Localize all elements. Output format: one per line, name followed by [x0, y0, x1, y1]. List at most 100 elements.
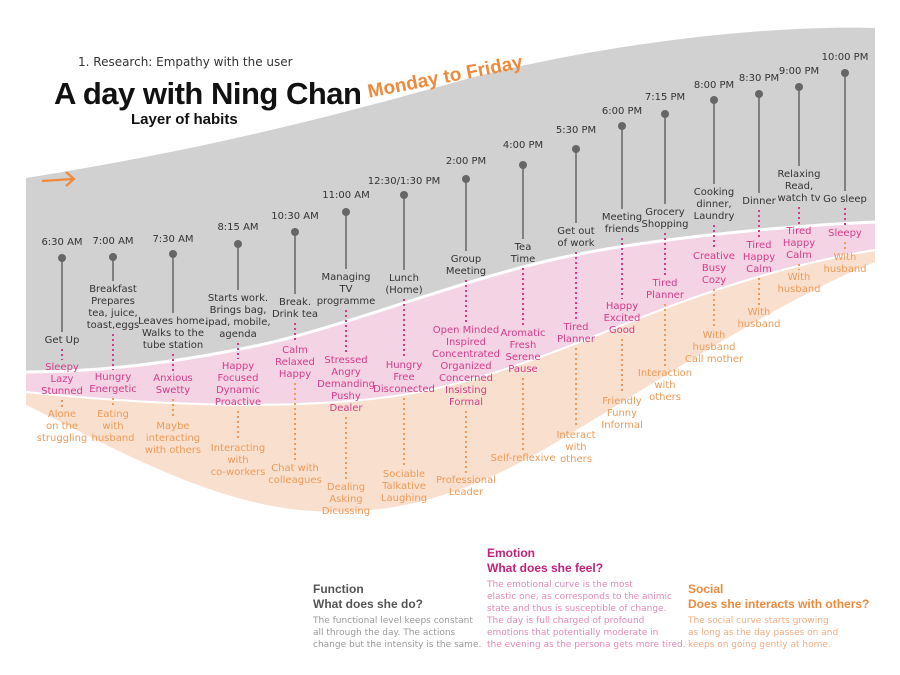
- event-emotion-line: Swetty: [155, 385, 191, 396]
- event-emotion-line: Anxious: [153, 373, 193, 384]
- event-function: Lunch (Home): [385, 273, 422, 297]
- event-function-line: Read,: [784, 181, 814, 192]
- legend-line: all through the day. The actions: [313, 628, 456, 638]
- event-function: Break. Drink tea: [272, 297, 318, 321]
- event-time: 8:00 PM: [693, 80, 735, 91]
- event-social: With husband Call mother: [685, 330, 743, 366]
- event-function-line: Walks to the: [142, 328, 204, 339]
- event-function-line: agenda: [219, 329, 257, 340]
- event-emotion-line: Organized: [440, 361, 492, 372]
- legend-line: elastic one, as corresponds to the animi…: [487, 592, 672, 602]
- event-social-line: Asking: [329, 494, 363, 505]
- event-emotion-line: Free: [393, 372, 415, 383]
- event-social-line: Funny: [606, 408, 638, 419]
- event-function: Get Up: [45, 335, 80, 347]
- event-social: Maybe interacting with others: [145, 421, 201, 457]
- event-emotion: Tired Happy Calm: [783, 226, 815, 262]
- legend-function-question: What does she do?: [313, 597, 424, 611]
- event-emotion-line: Formal: [448, 397, 484, 408]
- event-pin-dot: [234, 240, 242, 248]
- event-emotion-line: Insisting: [445, 385, 487, 396]
- event-emotion-line: Hungry: [94, 372, 132, 383]
- event-time: 12:30/1:30 PM: [367, 176, 441, 187]
- layer-subtitle: Layer of habits: [131, 111, 238, 128]
- legend-line: change but the intensity is the same.: [313, 640, 482, 650]
- event-social: With husband: [737, 307, 780, 331]
- event-emotion: Hungry Energetic: [89, 372, 136, 396]
- event-function-line: Brings bag,: [209, 305, 267, 316]
- event-function-line: Breakfast: [89, 284, 137, 295]
- legend-line: state and thus is susceptible of change.: [487, 604, 667, 614]
- event-social: Interact with others: [556, 430, 595, 466]
- event-function-line: Meeting: [445, 266, 487, 277]
- event-time: 10:30 AM: [271, 211, 319, 222]
- legend-function-body: The functional level keeps constant all …: [313, 615, 483, 651]
- event-emotion-line: Happy: [742, 252, 776, 263]
- event-emotion-line: Busy: [701, 263, 727, 274]
- legend-emotion: Emotion What does she feel? The emotiona…: [487, 546, 687, 651]
- event-function-line: Meeting: [601, 212, 643, 223]
- event-function: Tea Time: [511, 242, 535, 266]
- event-function-line: Time: [510, 254, 536, 265]
- event-function: Leaves home. Walks to the tube station: [138, 316, 208, 352]
- event-social-line: Interaction: [637, 368, 693, 379]
- event-social-line: Alone: [47, 409, 77, 420]
- function-emotion-divider: [25, 220, 876, 374]
- event-social-line: Self-reflexive: [490, 453, 556, 464]
- event-function-line: of work: [557, 238, 595, 249]
- event-emotion: Aromatic Fresh Serene Pause: [501, 328, 546, 376]
- event-function: Managing TV programme: [317, 272, 376, 308]
- event-social-line: Interact: [556, 430, 596, 441]
- event-social-line: Dicussing: [321, 506, 371, 517]
- event-emotion-line: Calm: [282, 345, 308, 356]
- event-social-line: With: [833, 252, 857, 263]
- event-social: Self-reflexive: [491, 453, 556, 465]
- event-emotion-line: Tired: [652, 278, 678, 289]
- event-emotion-line: Proactive: [214, 397, 262, 408]
- event-time: 10:00 PM: [821, 52, 869, 63]
- event-social: Interacting with co-workers: [211, 443, 266, 479]
- event-social-line: With: [747, 307, 771, 318]
- event-social-line: husband: [91, 433, 135, 444]
- event-social-line: Call mother: [684, 354, 744, 365]
- event-emotion-line: Sleepy: [828, 228, 862, 239]
- event-function: Go sleep: [823, 194, 867, 206]
- event-emotion-line: Aromatic: [500, 328, 546, 339]
- event-pin-dot: [58, 254, 66, 262]
- event-function: Relaxing Read, watch tv: [777, 169, 820, 205]
- event-emotion-line: Sleepy: [45, 362, 79, 373]
- event-function-line: Shopping: [641, 219, 689, 230]
- event-function-line: TV: [339, 284, 353, 295]
- event-pin-dot: [618, 122, 626, 130]
- event-function-line: Go sleep: [823, 194, 867, 205]
- event-social-line: husband: [737, 319, 781, 330]
- legend-emotion-body: The emotional curve is the most elastic …: [487, 579, 687, 651]
- event-emotion: Sleepy Lazy Stunned: [41, 362, 83, 398]
- event-social: Friendly Funny Informal: [601, 396, 643, 432]
- event-function-line: Managing: [321, 272, 371, 283]
- legend-social-question: Does she interacts with others?: [688, 597, 870, 611]
- event-social: Alone on the struggling: [37, 409, 88, 445]
- legend-social-body: The social curve starts growing as long …: [688, 615, 888, 651]
- legend-emotion-title: Emotion: [487, 546, 535, 560]
- event-social-line: with: [227, 455, 249, 466]
- event-social-line: with: [654, 380, 676, 391]
- event-function-line: ipad, mobile,: [205, 317, 271, 328]
- event-function-line: Starts work.: [207, 293, 269, 304]
- legend-function: Function What does she do? The functiona…: [313, 582, 483, 651]
- event-pin-dot: [572, 145, 580, 153]
- event-function: Dinner: [742, 196, 775, 208]
- event-emotion-line: Inspired: [445, 337, 487, 348]
- event-function-line: (Home): [385, 285, 423, 296]
- legend-line: keeps on going gently at home.: [688, 640, 831, 650]
- legend-social-title: Social: [688, 582, 724, 596]
- event-emotion-line: Serene: [505, 352, 541, 363]
- event-function: Get out of work: [557, 226, 594, 250]
- event-emotion-line: Tired: [786, 226, 812, 237]
- event-function-line: Cooking: [693, 187, 735, 198]
- research-subtitle: 1. Research: Empathy with the user: [78, 55, 293, 69]
- event-emotion-line: Relaxed: [275, 357, 315, 368]
- event-pin-dot: [400, 191, 408, 199]
- event-function-line: tube station: [142, 340, 204, 351]
- event-function-line: Get out: [557, 226, 595, 237]
